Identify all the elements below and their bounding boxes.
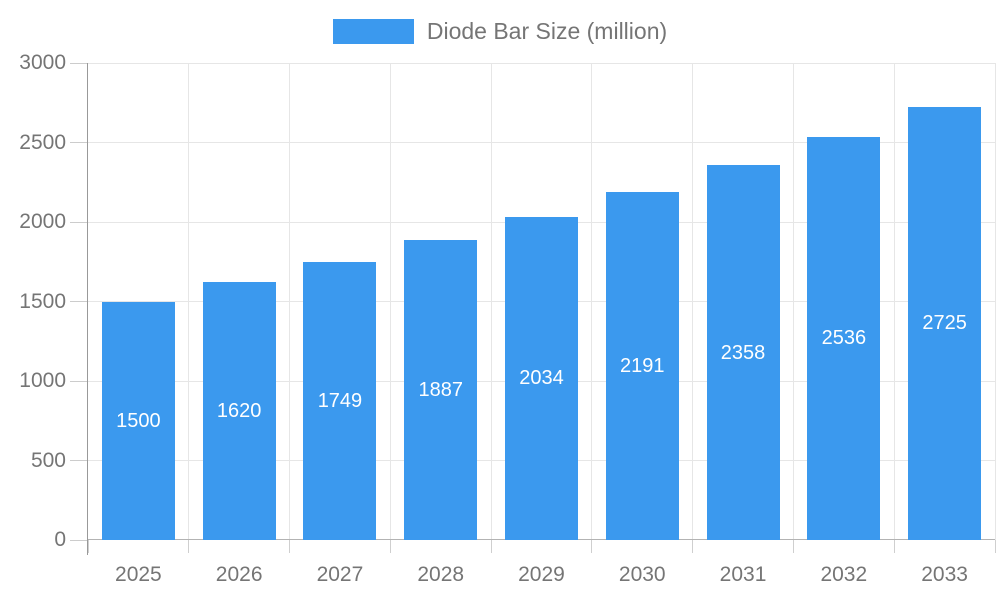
bar-value-label: 1887 [418, 378, 463, 401]
y-axis-line [87, 63, 88, 555]
bar[interactable] [908, 106, 982, 540]
bar-value-label: 2034 [519, 367, 564, 390]
bar[interactable] [101, 301, 175, 540]
y-tick-label: 1500 [19, 289, 66, 313]
bar-value-label: 1620 [216, 400, 262, 423]
y-axis-tick [70, 460, 88, 461]
y-axis-tick [70, 380, 88, 382]
gridline-vertical [893, 63, 895, 540]
gridline-vertical [591, 63, 593, 540]
gridline-vertical [692, 63, 694, 540]
gridline-vertical [188, 63, 190, 540]
x-tick-label: 2031 [719, 563, 767, 586]
x-tick-label: 2033 [921, 563, 968, 586]
x-axis-tick [591, 540, 593, 553]
x-tick-label: 2025 [115, 563, 162, 586]
bar-value-label: 2358 [720, 341, 766, 364]
y-tick-label: 2500 [19, 130, 66, 154]
x-tick-label: 2027 [316, 563, 364, 586]
bar[interactable] [605, 191, 679, 540]
bar-value-label: 1749 [317, 389, 363, 412]
x-tick-label: 2028 [417, 563, 465, 586]
x-axis-tick [792, 540, 794, 553]
bar[interactable] [404, 239, 478, 540]
x-axis-tick [188, 540, 190, 553]
y-axis-tick [70, 62, 88, 64]
bar[interactable] [303, 261, 377, 540]
legend-label: Diode Bar Size (million) [426, 18, 668, 44]
y-tick-label: 3000 [19, 51, 66, 74]
legend-swatch [332, 19, 414, 44]
bar[interactable] [807, 136, 881, 540]
gridline-horizontal [88, 142, 995, 143]
x-axis-tick [893, 540, 895, 553]
gridline-vertical [490, 63, 492, 540]
gridline-horizontal [88, 62, 995, 64]
legend-item[interactable]: Diode Bar Size (million) [332, 18, 668, 45]
gridline-vertical [792, 63, 794, 540]
x-axis-tick [389, 540, 391, 553]
y-axis-tick [70, 539, 88, 541]
gridline-vertical [994, 63, 996, 540]
y-axis-tick [70, 221, 88, 223]
y-tick-label: 500 [30, 448, 66, 472]
bar-value-label: 2725 [922, 312, 967, 335]
bar[interactable] [202, 282, 276, 540]
y-tick-label: 0 [54, 528, 66, 551]
y-tick-label: 1000 [19, 369, 66, 392]
chart-legend: Diode Bar Size (million) [0, 18, 1000, 45]
y-axis-tick [70, 301, 88, 302]
bar[interactable] [505, 216, 578, 540]
bar[interactable] [706, 165, 780, 540]
x-axis-tick [87, 540, 89, 553]
y-axis-tick [70, 142, 88, 143]
x-tick-label: 2029 [518, 563, 565, 586]
x-tick-label: 2030 [618, 563, 666, 586]
x-axis-tick [994, 540, 996, 553]
gridline-vertical [389, 63, 391, 540]
bar-value-label: 2191 [620, 354, 665, 377]
x-axis-tick [692, 540, 694, 553]
gridline-vertical [289, 63, 291, 540]
bar-value-label: 2536 [821, 327, 867, 350]
x-axis-tick [289, 540, 291, 553]
x-axis-tick [490, 540, 492, 553]
x-tick-label: 2026 [215, 563, 263, 586]
y-tick-label: 2000 [19, 210, 66, 233]
bar-value-label: 1500 [116, 409, 161, 432]
x-tick-label: 2032 [820, 563, 868, 586]
